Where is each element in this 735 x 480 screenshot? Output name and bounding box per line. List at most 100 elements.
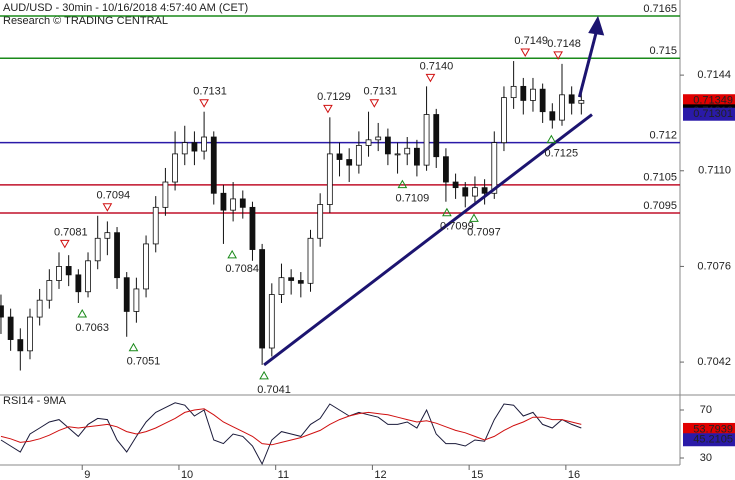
candle-body [85, 260, 91, 293]
peak-label: 0.7129 [317, 91, 351, 103]
candle-body [433, 114, 440, 158]
trough-marker [128, 342, 139, 352]
candle-body [317, 204, 324, 239]
candle-body [462, 187, 469, 197]
candle-body [75, 274, 82, 293]
trough-label: 0.7125 [545, 147, 579, 159]
x-tick-label: 9 [84, 469, 90, 480]
peak-label: 0.7149 [514, 35, 548, 47]
candle-body [394, 153, 401, 156]
candle-body [559, 94, 565, 121]
rsi-line [0, 408, 582, 446]
candle-body [307, 237, 314, 284]
peak-marker [520, 48, 531, 58]
candle-body [568, 94, 575, 104]
peak-marker [59, 239, 70, 249]
candle-body [336, 153, 343, 160]
candle-body [355, 145, 362, 166]
peak-marker [199, 99, 209, 108]
candle-body [104, 232, 111, 239]
x-tick-label: 10 [181, 469, 193, 480]
rsi-tick-label: 30 [700, 452, 712, 464]
candle-body [210, 136, 217, 194]
candle-body [578, 100, 585, 104]
candle-body [191, 142, 198, 152]
peak-label: 0.7131 [193, 86, 227, 98]
candle-body [36, 299, 43, 318]
trough-marker [546, 134, 557, 144]
rsi-value-box [683, 422, 735, 436]
candle-body [530, 88, 536, 101]
peak-marker [553, 51, 563, 60]
candle-body [443, 156, 449, 183]
trough-label: 0.7099 [440, 221, 474, 233]
peak-label: 0.7148 [547, 38, 581, 50]
candle-body [404, 147, 411, 155]
rsi-tick-label: 70 [700, 404, 712, 416]
candle-body [375, 136, 382, 141]
candle-body [472, 187, 478, 197]
candle-body [384, 136, 391, 155]
candle-body [123, 277, 130, 312]
peak-label: 0.7094 [97, 190, 131, 202]
candle-body [239, 198, 246, 208]
candle-body [133, 288, 140, 312]
candle-body [539, 88, 546, 113]
level-label: 0.712 [649, 130, 677, 142]
peak-marker [323, 104, 333, 114]
peak-label: 0.7081 [54, 226, 88, 238]
level-label: 0.715 [649, 45, 677, 57]
rsi-value-label: 53.7939 [693, 423, 733, 435]
candle-body [94, 237, 101, 262]
trough-label: 0.7109 [396, 192, 430, 204]
candle-body [172, 153, 178, 183]
trough-marker [397, 179, 408, 189]
candle-body [56, 266, 62, 281]
rsi-value-box [683, 433, 735, 447]
candle-body [423, 114, 430, 166]
candle-body [114, 232, 120, 279]
trough-label: 0.7097 [467, 226, 501, 238]
trough-marker [77, 308, 88, 318]
candle-body [259, 249, 266, 349]
candle-body [65, 266, 72, 276]
y-tick-label: 0.7042 [697, 356, 731, 368]
peak-marker [102, 203, 113, 212]
peak-marker [425, 73, 436, 83]
peak-label: 0.7131 [364, 86, 398, 98]
rsi-line [0, 402, 582, 466]
trough-label: 0.7084 [225, 263, 259, 275]
candle-body [220, 192, 227, 211]
level-label: 0.7095 [643, 200, 677, 212]
candle-body [27, 316, 33, 352]
y-tick-label: 0.7076 [697, 260, 731, 272]
price-label: 0.71301 [693, 108, 733, 120]
price-label: 0.71349 [693, 95, 733, 107]
candle-body [0, 305, 4, 318]
candle-body [288, 277, 295, 281]
x-tick-label: 11 [278, 469, 289, 480]
candle-body [143, 243, 149, 290]
x-tick-label: 16 [568, 469, 580, 480]
trough-label: 0.7051 [127, 356, 161, 368]
candle-body [162, 181, 169, 208]
chart-subtitle: Research © TRADING CENTRAL [3, 15, 168, 27]
forecast-arrow [577, 25, 600, 98]
x-tick-label: 15 [471, 469, 483, 480]
trough-marker [469, 213, 479, 222]
candle-body [152, 206, 159, 245]
candle-body [230, 198, 237, 211]
x-tick-label: 12 [374, 469, 386, 480]
trendline [263, 113, 593, 367]
y-tick-label: 0.7144 [697, 69, 731, 81]
candle-body [365, 139, 372, 146]
candle-body [297, 280, 304, 284]
trough-label: 0.7041 [257, 384, 291, 396]
chart-title: AUD/USD - 30min - 10/16/2018 4:57:40 AM … [3, 2, 248, 14]
candle-body [249, 206, 256, 250]
trough-label: 0.7063 [75, 322, 109, 334]
candle-body [481, 187, 488, 194]
peak-marker [369, 99, 380, 108]
